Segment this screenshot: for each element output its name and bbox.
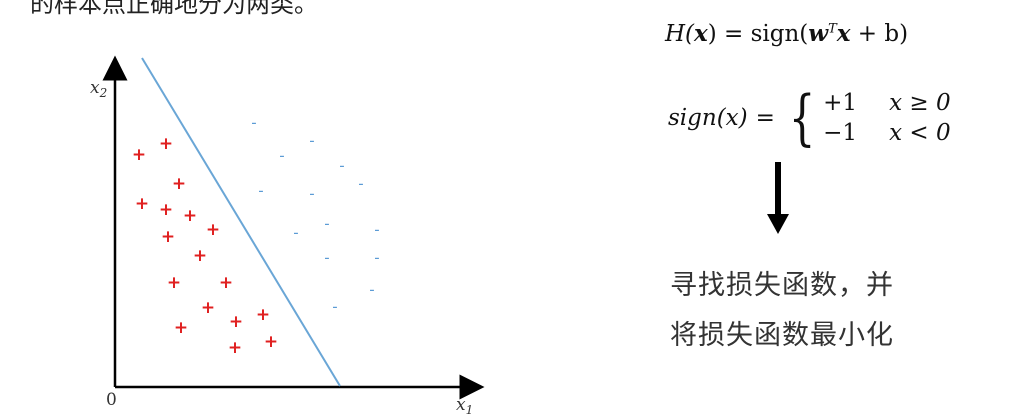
header-text: 的样本点正确地分为两类。 <box>30 0 318 18</box>
positive-point: + <box>219 273 233 293</box>
down-arrow-icon <box>767 162 789 234</box>
positive-point: + <box>201 298 215 318</box>
negative-point: - <box>309 132 314 150</box>
negative-point: - <box>251 114 256 132</box>
caption-line-1: 寻找损失函数，并 <box>670 270 894 301</box>
sign-lhs: sign(x) <box>668 105 748 131</box>
negative-point: - <box>369 281 374 299</box>
positive-point: + <box>135 194 149 214</box>
sign-brace: { <box>788 83 816 153</box>
positive-point: + <box>256 305 270 325</box>
positive-point: + <box>161 227 175 247</box>
negative-point: - <box>293 224 298 242</box>
classification-plot: x2 x1 0 ++++ + ++ +++ +++ +++ +------ --- -- --- <box>90 55 485 415</box>
case-row-negative: −1 x < 0 <box>823 120 951 146</box>
positive-point: + <box>264 332 278 352</box>
positive-point: + <box>174 318 188 338</box>
y-axis-label: x2 <box>90 78 107 100</box>
positive-point: + <box>229 312 243 332</box>
negative-point: - <box>324 215 329 233</box>
x-axis-label: x1 <box>456 395 473 415</box>
negative-point: - <box>374 249 379 267</box>
positive-point: + <box>132 145 146 165</box>
sign-function-formula: sign(x) = { +1 x ≥ 0 −1 x < 0 <box>668 86 951 150</box>
negative-point: - <box>374 221 379 239</box>
negative-point: - <box>332 298 337 316</box>
sample-points: ++++ + ++ +++ +++ +++ +------ --- -- --- <box>132 114 380 359</box>
negative-point: - <box>324 249 329 267</box>
positive-point: + <box>172 174 186 194</box>
positive-point: + <box>159 200 173 220</box>
sign-equals: = <box>755 105 775 131</box>
positive-point: + <box>193 246 207 266</box>
positive-point: + <box>206 220 220 240</box>
positive-point: + <box>167 273 181 293</box>
decision-boundary-line <box>141 57 341 387</box>
negative-point: - <box>309 185 314 203</box>
negative-point: - <box>339 157 344 175</box>
negative-point: - <box>258 182 263 200</box>
case-row-positive: +1 x ≥ 0 <box>823 90 951 116</box>
negative-point: - <box>358 175 363 193</box>
positive-point: + <box>159 134 173 154</box>
caption-line-2: 将损失函数最小化 <box>670 320 894 351</box>
negative-point: - <box>279 147 284 165</box>
origin-label: 0 <box>106 390 117 410</box>
sign-cases: +1 x ≥ 0 −1 x < 0 <box>823 88 951 148</box>
positive-point: + <box>228 338 242 358</box>
positive-point: + <box>183 206 197 226</box>
hypothesis-formula: H(x) = sign(wTx + b) <box>665 20 909 47</box>
